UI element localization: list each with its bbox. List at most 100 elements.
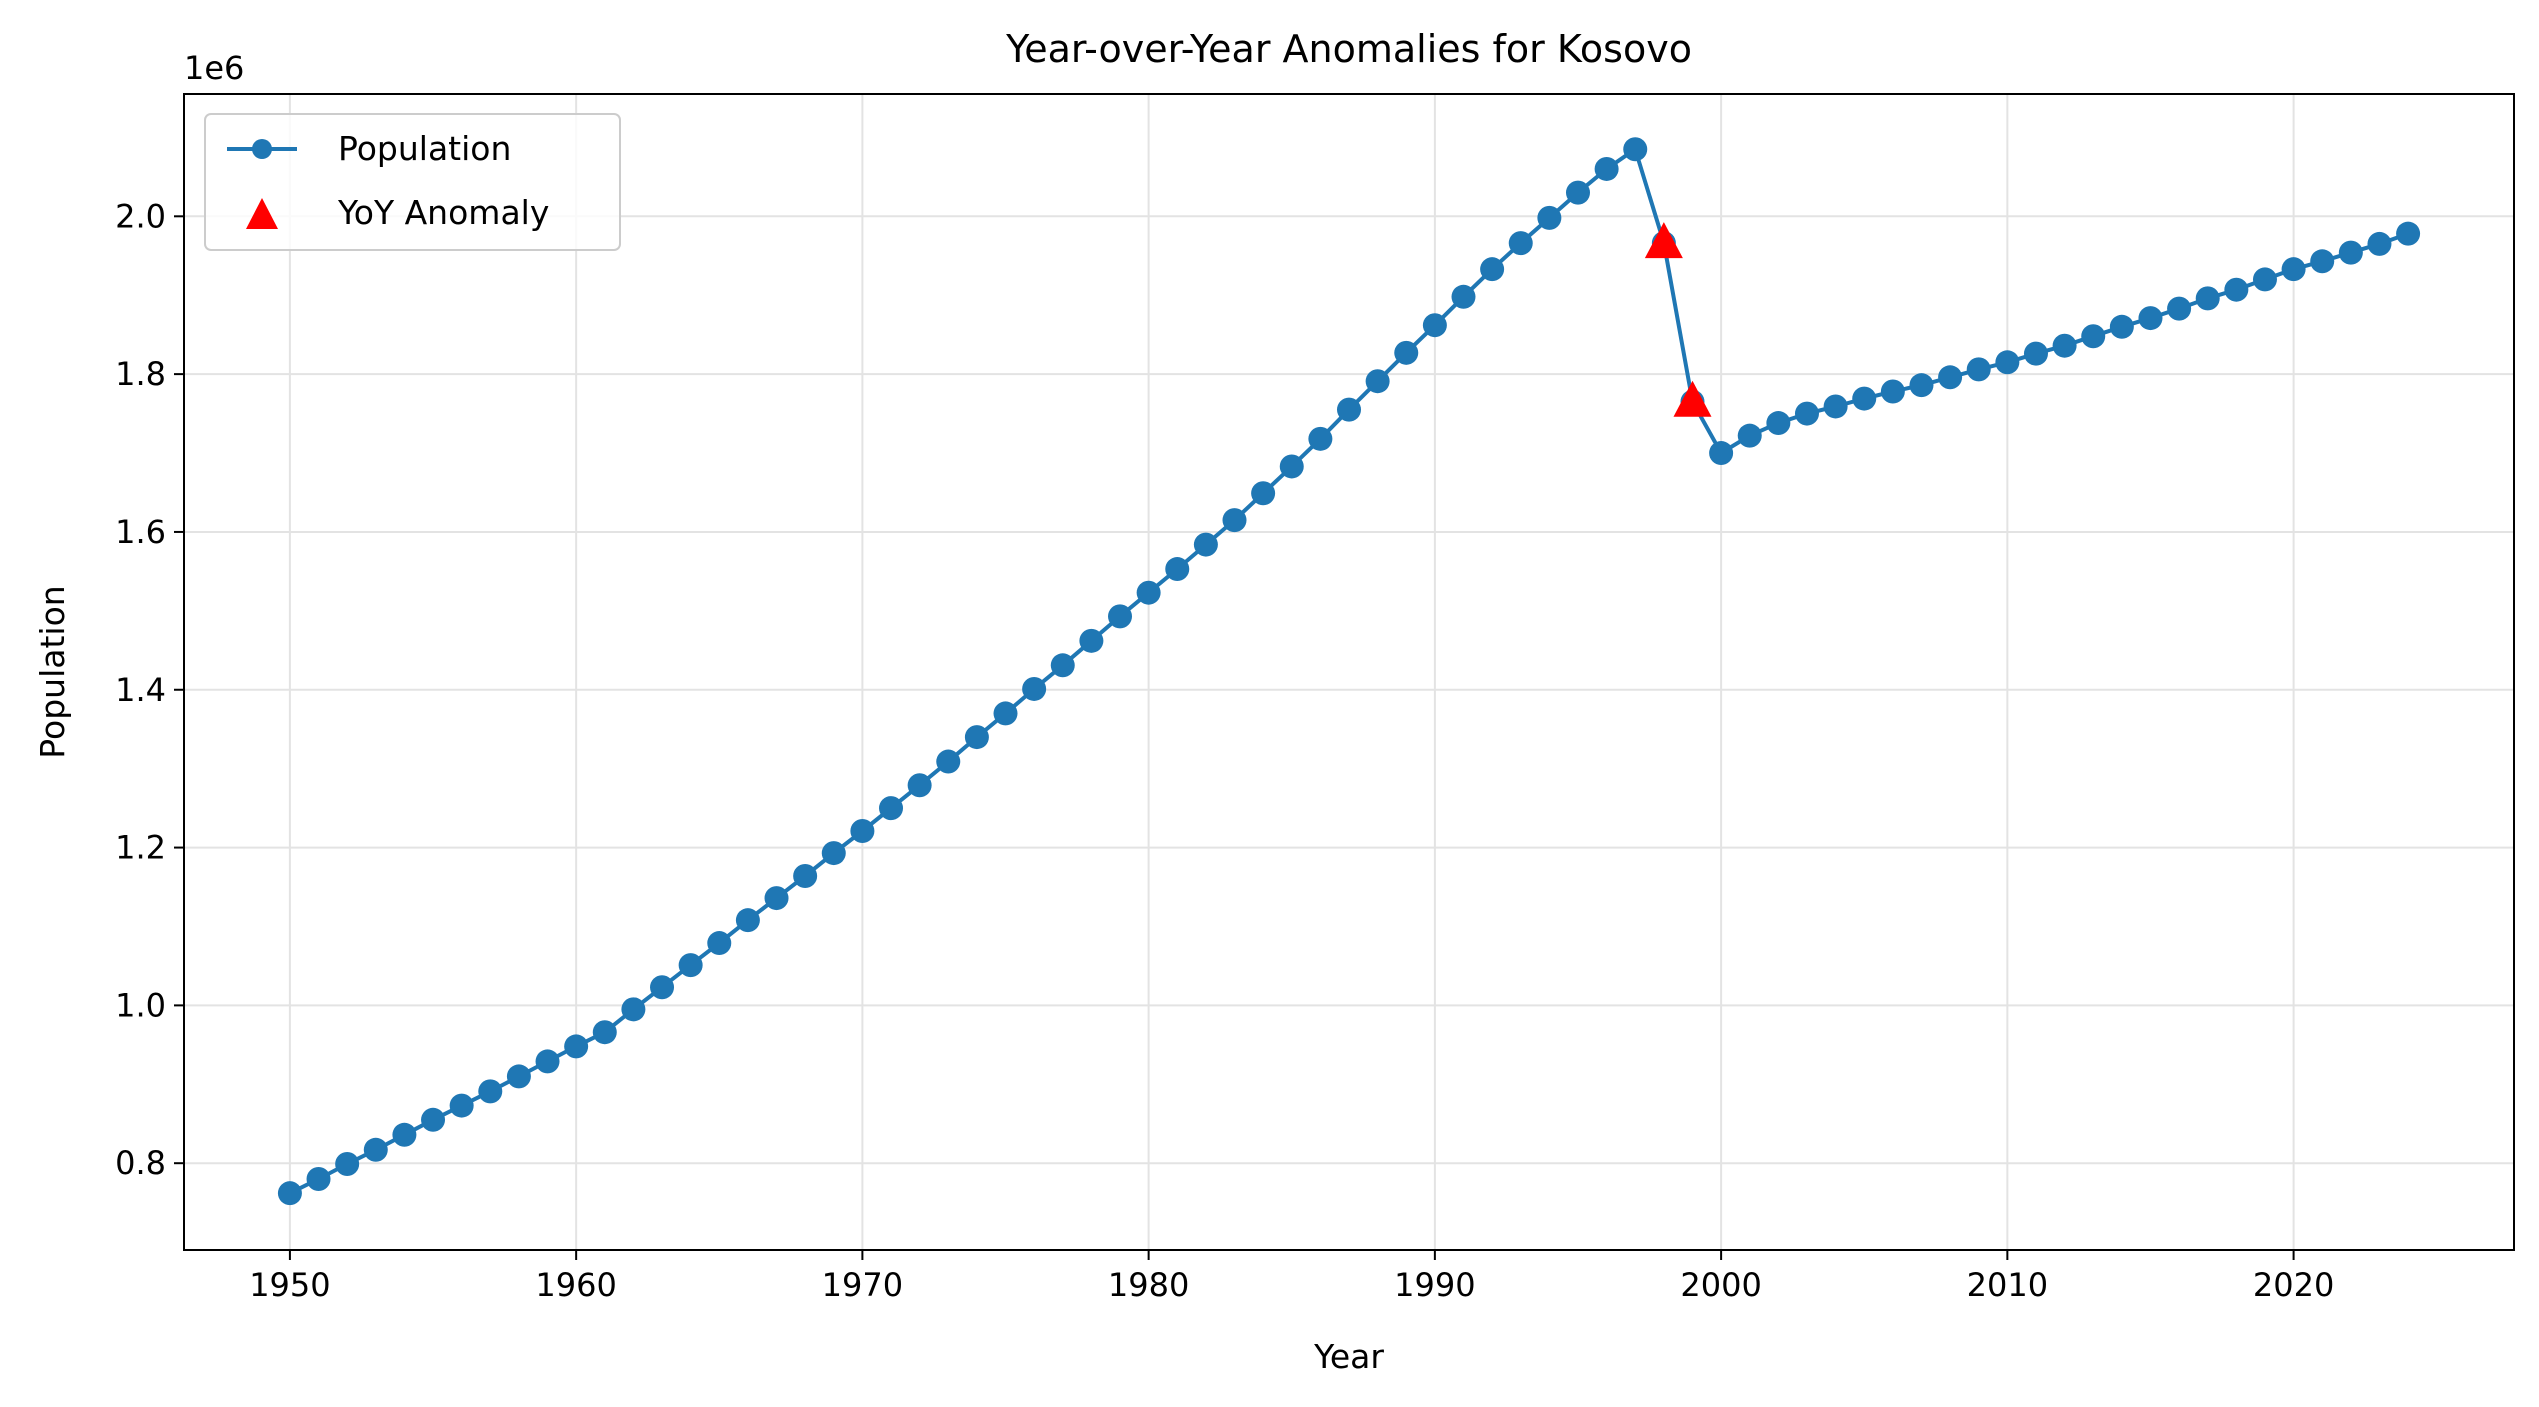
population-point (2195, 286, 2220, 311)
grid (184, 94, 2514, 1250)
population-point (936, 749, 961, 774)
legend: Population YoY Anomaly (204, 113, 621, 251)
legend-box (204, 113, 621, 251)
chart-title: Year-over-Year Anomalies for Kosovo (1005, 27, 1692, 71)
legend-population-marker (252, 139, 272, 159)
population-point (993, 701, 1018, 726)
anomaly-marker (1644, 222, 1683, 259)
x-tick-label: 2020 (2253, 1266, 2334, 1304)
population-point (421, 1107, 446, 1132)
x-tick-label: 2010 (1967, 1266, 2048, 1304)
population-point (1623, 137, 1648, 162)
population-point (1394, 340, 1419, 365)
population-point (506, 1064, 531, 1089)
y-tick-label: 1.6 (115, 513, 166, 551)
population-point (1995, 350, 2020, 375)
population-point (1794, 401, 1819, 426)
population-point (1938, 365, 1963, 390)
x-tick-label: 2000 (1680, 1266, 1761, 1304)
legend-population-label: Population (338, 129, 511, 168)
population-point (1451, 284, 1476, 309)
population-point (392, 1122, 417, 1147)
population-point (1766, 411, 1791, 436)
population-point (1709, 441, 1734, 466)
population-point (1508, 231, 1533, 256)
population-point (735, 908, 760, 933)
x-tick-label: 1950 (249, 1266, 330, 1304)
population-point (1880, 379, 1905, 404)
population-point (764, 886, 789, 911)
population-point (879, 796, 904, 821)
population-point (1565, 180, 1590, 205)
x-tick-label: 1980 (1108, 1266, 1189, 1304)
y-axis-offset-label: 1e6 (184, 49, 244, 87)
x-tick-label: 1970 (822, 1266, 903, 1304)
x-axis-label: Year (1313, 1337, 1384, 1376)
population-point (2023, 341, 2048, 366)
population-point (1909, 373, 1934, 398)
x-tick-label: 1960 (535, 1266, 616, 1304)
population-point (793, 863, 818, 888)
legend-anomaly-label: YoY Anomaly (337, 193, 549, 232)
anomaly-marker (1673, 380, 1712, 417)
population-point (1136, 580, 1161, 605)
population-point (1737, 423, 1762, 448)
population-point (2167, 296, 2192, 321)
y-tick-label: 1.8 (115, 355, 166, 393)
population-point (1537, 205, 1562, 230)
population-point (1308, 426, 1333, 451)
y-tick-label: 1.0 (115, 986, 166, 1024)
population-point (2138, 306, 2163, 331)
y-tick-label: 1.4 (115, 671, 166, 709)
population-point (2081, 324, 2106, 349)
population-point (2052, 333, 2077, 358)
y-axis-label: Population (33, 585, 72, 758)
population-point (1594, 156, 1619, 181)
population-point (478, 1079, 503, 1104)
population-point (1966, 357, 1991, 382)
population-point (1337, 397, 1361, 422)
population-point (1279, 454, 1304, 479)
y-tick-label: 2.0 (115, 197, 166, 235)
population-point (2310, 249, 2335, 274)
series-layer (277, 137, 2421, 1206)
population-point (850, 818, 875, 843)
population-point (1079, 628, 1104, 653)
population-point (2109, 314, 2134, 339)
population-point (1022, 676, 1047, 701)
population-point (449, 1093, 474, 1118)
population-point (363, 1137, 388, 1162)
population-point (1823, 394, 1848, 419)
population-point (964, 725, 989, 750)
population-point (2367, 231, 2392, 256)
population-point (1480, 257, 1505, 282)
population-point (2396, 221, 2421, 246)
population-point (2338, 240, 2363, 265)
legend-anomaly-marker (246, 198, 278, 229)
x-tick-label: 1990 (1394, 1266, 1475, 1304)
population-point (650, 975, 675, 1000)
plot-frame (183, 93, 2515, 1251)
population-point (1852, 386, 1877, 411)
population-point (821, 841, 846, 866)
population-point (2224, 277, 2249, 302)
population-point (592, 1020, 617, 1045)
population-point (277, 1181, 302, 1206)
population-point (564, 1034, 589, 1059)
population-point (678, 953, 703, 978)
population-point (335, 1151, 360, 1176)
population-point (2281, 257, 2306, 282)
x-axis-ticks: 1950 1960 1970 1980 1990 2000 2010 2020 (249, 1250, 2334, 1304)
y-tick-label: 0.8 (115, 1144, 166, 1182)
y-axis-ticks: 0.8 1.0 1.2 1.4 1.6 1.8 2.0 (115, 197, 184, 1182)
population-point (907, 773, 932, 798)
population-point (306, 1166, 331, 1191)
y-tick-label: 1.2 (115, 829, 166, 867)
population-point (1165, 557, 1190, 582)
population-point (1251, 481, 1276, 506)
population-point (2252, 267, 2277, 292)
population-point (1222, 508, 1247, 533)
population-point (535, 1049, 560, 1074)
population-point (1193, 532, 1218, 557)
